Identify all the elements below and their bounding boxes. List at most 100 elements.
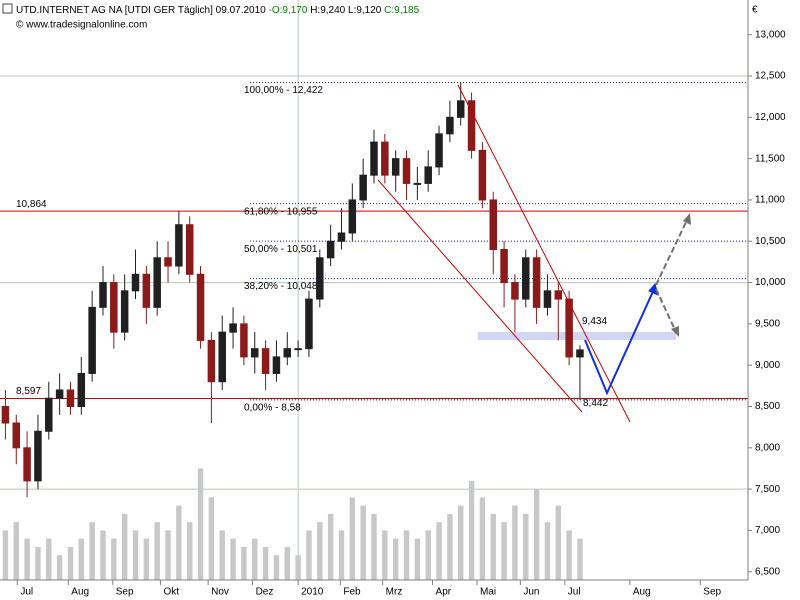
candle-body — [55, 389, 64, 399]
candle-body — [283, 348, 292, 358]
y-tick-label: 10,500 — [755, 236, 786, 247]
volume-bar — [414, 538, 421, 580]
y-tick-label: 7,500 — [755, 484, 780, 495]
volume-bar — [56, 555, 63, 580]
candle-body — [370, 141, 378, 176]
volume-bar — [295, 555, 301, 580]
channel-label: 9,434 — [582, 316, 607, 327]
x-tick-label: Jul — [20, 587, 33, 598]
candle-body — [153, 257, 161, 308]
y-tick-label: 6,500 — [755, 566, 780, 577]
y-tick-label: 8,000 — [755, 442, 780, 453]
candle-body — [1, 405, 10, 424]
candle-body — [12, 422, 21, 449]
volume-bar — [447, 513, 453, 580]
volume-bar — [436, 522, 442, 580]
arrow-head — [671, 326, 679, 337]
candle-body — [348, 199, 357, 234]
fib-label: 0,00% - 8,58 — [244, 403, 301, 414]
candle-body — [402, 158, 411, 184]
projection-arrow — [655, 217, 689, 286]
x-tick-label: Okt — [163, 587, 179, 598]
candle-body — [576, 349, 584, 358]
candle-body — [413, 182, 422, 185]
candle-body — [240, 323, 248, 358]
fib-label: 38,20% - 10,048 — [244, 281, 318, 292]
candle-body — [120, 290, 129, 333]
candle-body — [251, 348, 259, 358]
candle-body — [532, 257, 541, 308]
volume-bar — [338, 530, 345, 580]
volume-bar — [371, 513, 377, 580]
level-label: 8,597 — [16, 386, 41, 397]
volume-bar — [219, 530, 225, 580]
projection-arrow — [584, 286, 656, 396]
candle-body — [218, 331, 226, 383]
volume-bar — [46, 538, 52, 580]
candle-body — [45, 397, 53, 432]
volume-bar — [78, 538, 85, 580]
volume-bar — [392, 538, 399, 580]
volume-bar — [208, 497, 215, 580]
y-tick-label: 9,500 — [755, 319, 780, 330]
volume-bar — [458, 505, 464, 580]
volume-bar — [2, 530, 9, 580]
x-tick-label: Dez — [256, 587, 274, 598]
candle-body — [294, 348, 302, 351]
volume-bar — [566, 530, 572, 580]
candle-body — [554, 290, 563, 300]
candle-body — [326, 240, 335, 259]
candle-body — [565, 298, 573, 358]
resistance-band — [478, 332, 676, 340]
y-tick-label: 13,000 — [755, 29, 786, 40]
volume-bar — [403, 530, 410, 580]
subtitle: © www.tradesignalonline.com — [16, 20, 147, 31]
volume-bar — [382, 530, 388, 580]
chart-title: UTD.INTERNET AG NA [UTDI GER Täglich] 09… — [16, 5, 420, 16]
volume-bar — [512, 505, 518, 580]
y-tick-label: 8,500 — [755, 401, 780, 412]
x-tick-label: Aug — [633, 587, 651, 598]
volume-bar — [468, 480, 475, 580]
arrow-head — [683, 213, 691, 225]
volume-bar — [284, 546, 290, 580]
title-text: UTD.INTERNET AG NA [UTDI GER Täglich] 09… — [16, 5, 266, 16]
fib-label: 50,00% - 10,501 — [244, 244, 318, 255]
channel-label: 8,442 — [583, 398, 608, 409]
candle-body — [23, 447, 31, 482]
volume-bar — [306, 530, 312, 580]
volume-bar — [176, 505, 182, 580]
x-tick-label: 2010 — [301, 587, 324, 598]
x-tick-label: Mrz — [386, 587, 403, 598]
volume-bar — [67, 546, 74, 580]
candle-body — [164, 257, 172, 267]
x-tick-label: Jul — [568, 587, 581, 598]
volume-bar — [533, 489, 540, 580]
quote-open: -O:9,170 — [269, 5, 308, 16]
x-tick-label: Jun — [523, 587, 539, 598]
candle-body — [359, 174, 367, 201]
x-tick-label: Nov — [211, 587, 229, 598]
fib-label: 100,00% - 12,422 — [244, 85, 323, 96]
volume-bar — [89, 522, 95, 580]
y-tick-label: 11,500 — [755, 153, 785, 164]
volume-bar — [121, 513, 128, 580]
y-tick-label: 7,000 — [755, 525, 780, 536]
candle-body — [305, 298, 313, 350]
candle-body — [522, 257, 530, 300]
candle-body — [316, 257, 324, 300]
x-tick-label: Apr — [436, 587, 452, 598]
x-tick-label: Aug — [71, 587, 89, 598]
x-tick-label: Sep — [116, 587, 134, 598]
volume-bar — [197, 468, 204, 580]
y-tick-label: 9,000 — [755, 360, 780, 371]
candle-body — [110, 282, 118, 333]
x-tick-label: Mai — [480, 587, 496, 598]
volume-bar — [577, 538, 583, 580]
volume-bar — [262, 546, 269, 580]
drawings — [377, 84, 691, 423]
x-tick-label: Feb — [343, 587, 361, 598]
candle-body — [467, 100, 476, 151]
volume-layer — [2, 468, 583, 580]
